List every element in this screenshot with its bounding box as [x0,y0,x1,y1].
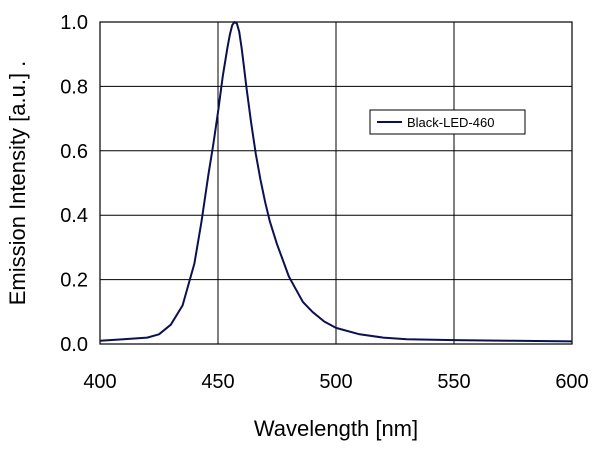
y-tick-label: 0.0 [60,334,88,356]
series-layer [99,21,573,343]
legend-label: Black-LED-460 [407,115,494,130]
x-tick-label: 450 [201,371,234,393]
y-tick-label: 0.6 [60,141,88,163]
y-tick-labels: 0.0 0.2 0.4 0.6 0.8 1.0 [60,12,88,356]
y-tick-label: 0.8 [60,76,88,98]
x-tick-labels: 400 450 500 550 600 [83,371,588,393]
y-axis-label: Emission Intensity [a.u.] . [5,61,30,306]
x-tick-label: 600 [555,371,588,393]
x-axis-label: Wavelength [nm] [254,416,418,441]
y-tick-label: 0.2 [60,270,88,292]
x-tick-label: 400 [83,371,116,393]
x-tick-label: 500 [319,371,352,393]
y-tick-label: 0.4 [60,205,88,227]
legend: Black-LED-460 [369,109,526,135]
series-line [99,21,573,343]
plot-border [99,21,573,345]
y-tick-label: 1.0 [60,12,88,34]
x-tick-label: 550 [437,371,470,393]
